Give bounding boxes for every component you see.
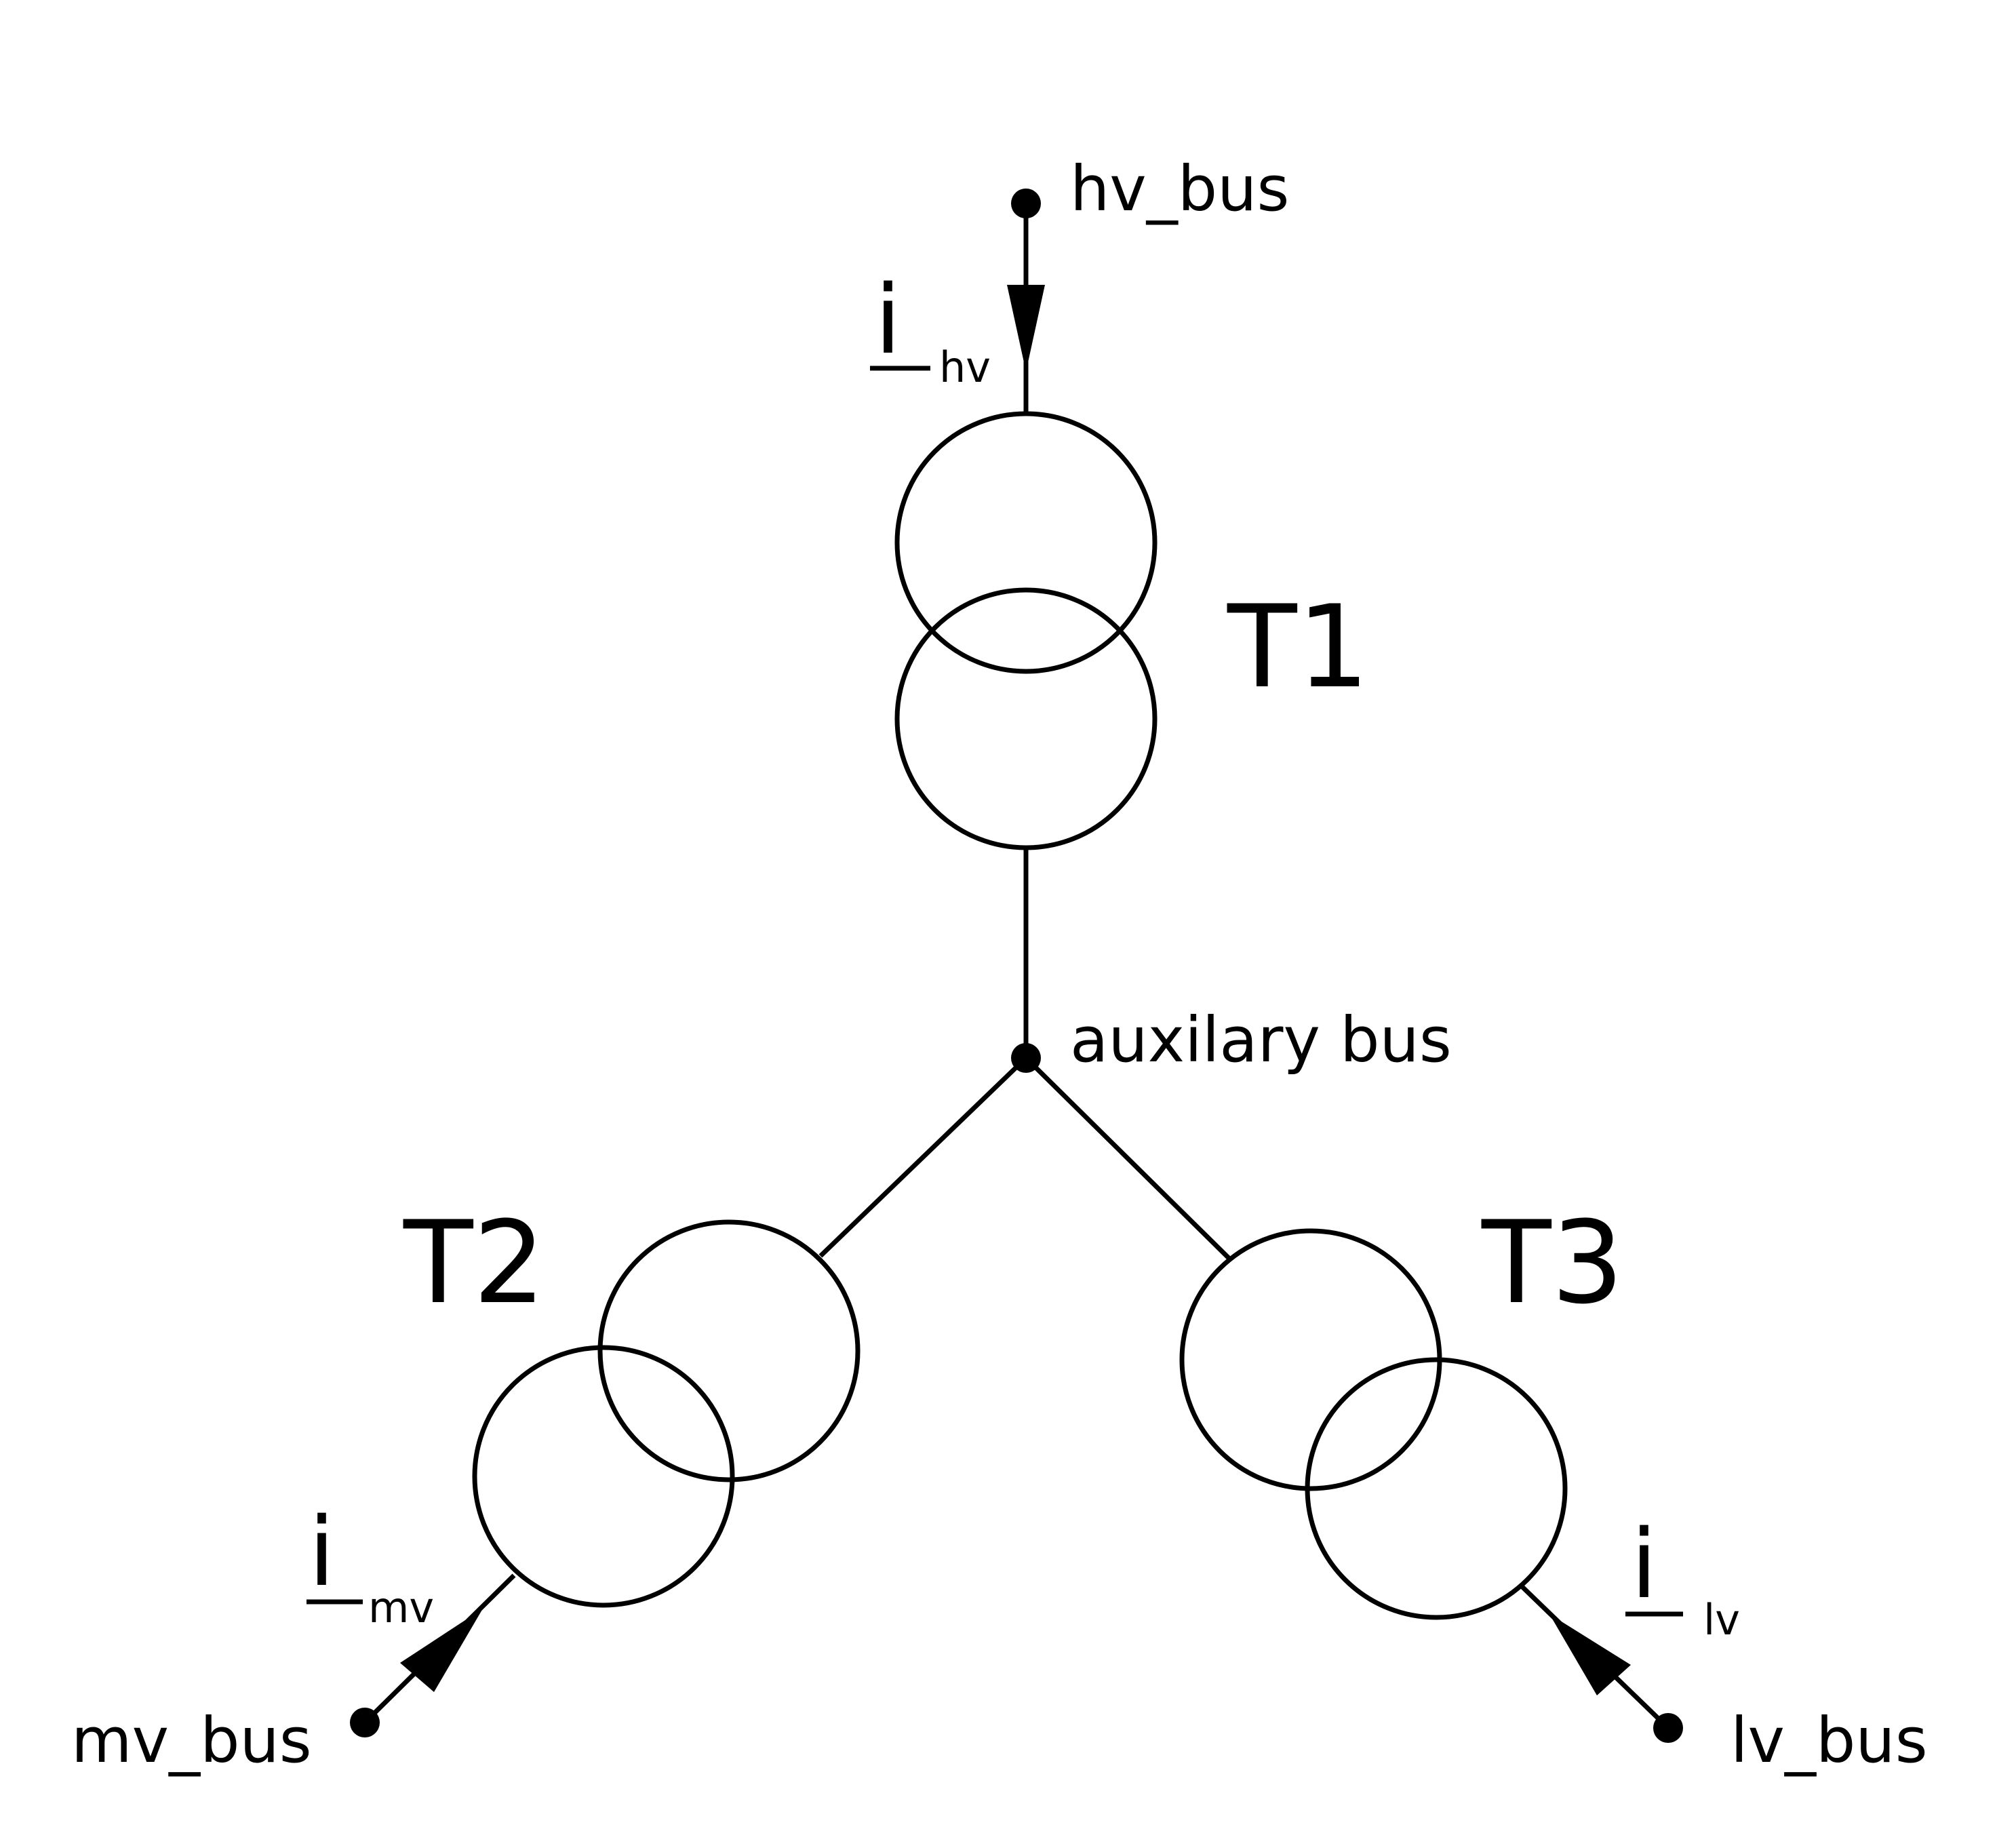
lv-current-subscript: lv: [1703, 1595, 1740, 1645]
hv-bus-label: hv_bus: [1070, 153, 1289, 225]
t3-label: T3: [1481, 1196, 1624, 1329]
t3-winding-primary: [1179, 1228, 1442, 1491]
mv-bus-label: mv_bus: [71, 1704, 312, 1777]
t1-winding-secondary: [894, 587, 1158, 850]
lv-bus-node: [1653, 1713, 1683, 1743]
aux-t2-line: [818, 1056, 1028, 1258]
t1-winding-primary: [894, 411, 1158, 674]
t2-label: T2: [403, 1196, 546, 1329]
t2-winding-secondary: [472, 1345, 735, 1608]
mv-current-arrow: [400, 1609, 483, 1692]
lv-current-arrow: [1549, 1614, 1631, 1695]
hv-current-symbol: i: [875, 265, 901, 376]
lv-bus-label: lv_bus: [1731, 1704, 1928, 1777]
t2-winding-primary: [597, 1219, 861, 1482]
mv-bus-node: [350, 1708, 380, 1737]
t1-label: T1: [1227, 581, 1370, 713]
mv-current-symbol: i: [309, 1497, 335, 1608]
hv-current-subscript: hv: [939, 342, 991, 392]
mv-current-subscript: mv: [368, 1583, 434, 1632]
aux-bus-label: auxilary bus: [1070, 1004, 1452, 1076]
lv-current-symbol: i: [1631, 1510, 1657, 1620]
aux-t3-line: [1024, 1056, 1231, 1260]
t3-winding-secondary: [1305, 1357, 1568, 1620]
hv-current-arrow: [1007, 285, 1045, 372]
